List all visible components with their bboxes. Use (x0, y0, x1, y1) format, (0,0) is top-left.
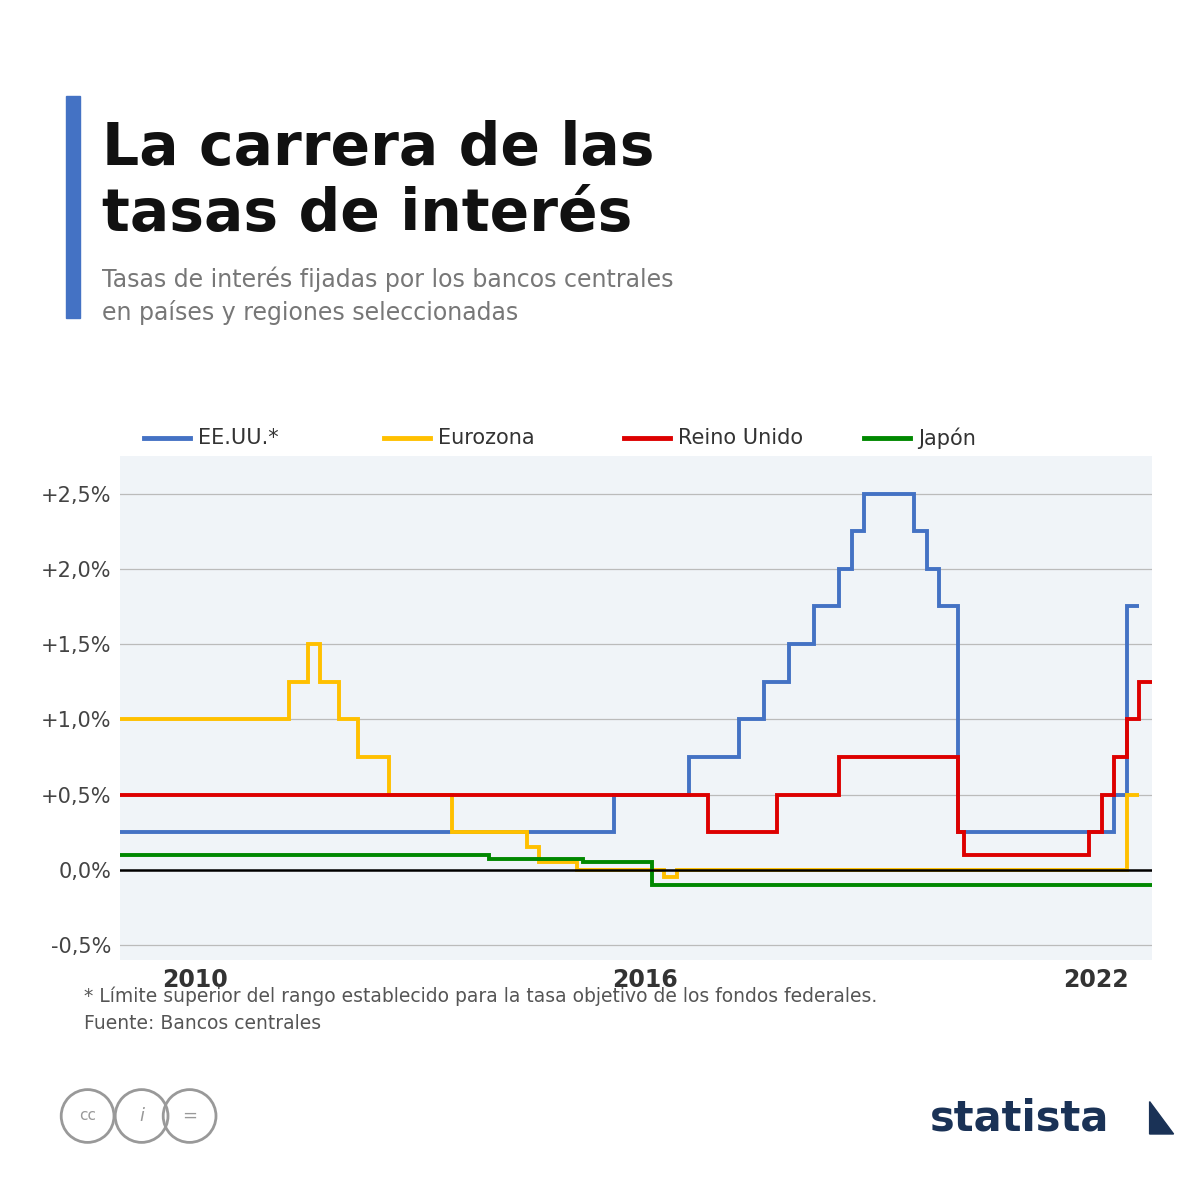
Text: Fuente: Bancos centrales: Fuente: Bancos centrales (84, 1014, 322, 1033)
Text: La carrera de las: La carrera de las (102, 120, 654, 176)
Text: =: = (182, 1106, 197, 1126)
Text: statista: statista (930, 1097, 1109, 1140)
Text: i: i (139, 1106, 144, 1126)
Text: cc: cc (79, 1109, 96, 1123)
Text: Eurozona: Eurozona (438, 428, 535, 448)
Text: Tasas de interés fijadas por los bancos centrales: Tasas de interés fijadas por los bancos … (102, 266, 673, 292)
Text: en países y regiones seleccionadas: en países y regiones seleccionadas (102, 300, 518, 325)
Text: Reino Unido: Reino Unido (678, 428, 803, 448)
Text: EE.UU.*: EE.UU.* (198, 428, 278, 448)
Text: tasas de interés: tasas de interés (102, 186, 632, 242)
Text: * Límite superior del rango establecido para la tasa objetivo de los fondos fede: * Límite superior del rango establecido … (84, 986, 877, 1006)
Text: Japón: Japón (918, 427, 976, 449)
